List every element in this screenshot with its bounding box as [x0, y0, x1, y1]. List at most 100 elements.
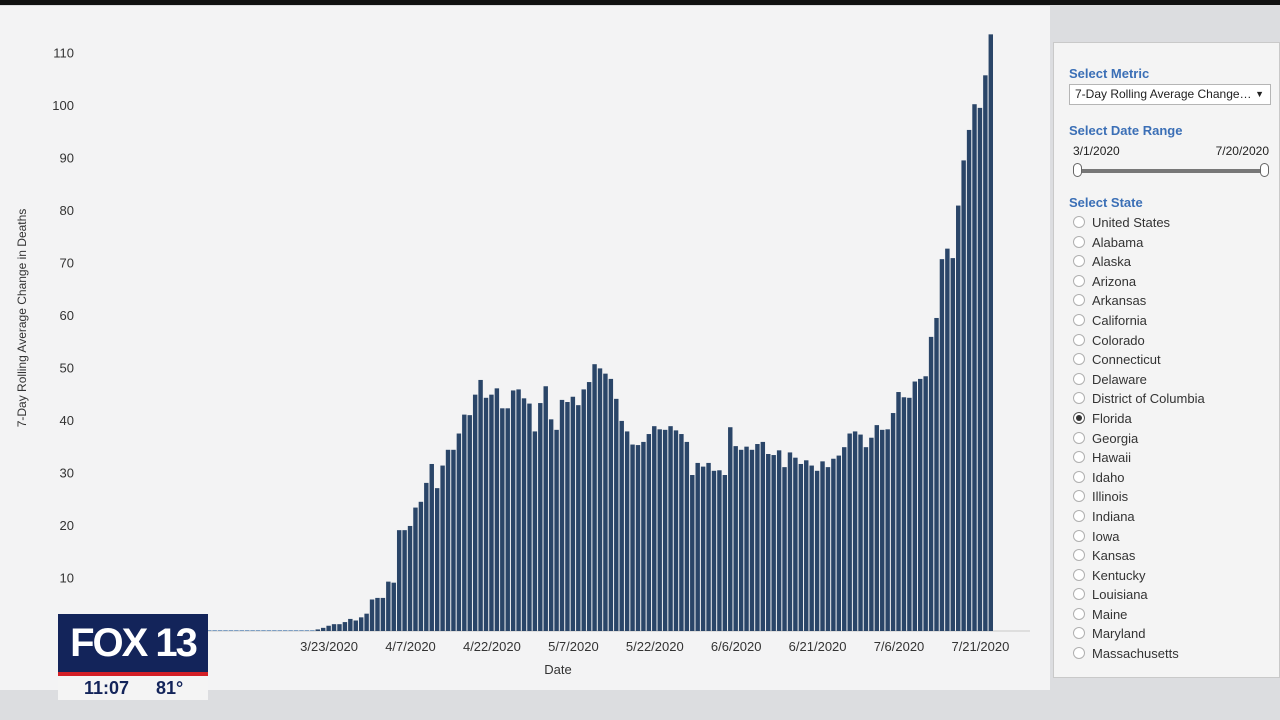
bar[interactable] [880, 429, 885, 631]
radio-button[interactable] [1073, 549, 1085, 562]
radio-button[interactable] [1073, 627, 1085, 640]
bar[interactable] [559, 399, 565, 631]
bar[interactable] [386, 581, 391, 631]
date-range-start-handle[interactable] [1073, 163, 1082, 177]
bar[interactable] [538, 403, 543, 631]
bar[interactable] [272, 630, 277, 631]
radio-button[interactable] [1073, 216, 1085, 228]
bar[interactable] [494, 388, 500, 631]
bar[interactable] [662, 429, 668, 631]
bar[interactable] [668, 426, 673, 631]
bar[interactable] [983, 75, 988, 631]
bar[interactable] [717, 470, 722, 631]
bar[interactable] [793, 457, 798, 631]
bar[interactable] [646, 434, 652, 631]
bar[interactable] [282, 630, 288, 631]
bar[interactable] [706, 462, 711, 631]
bar[interactable] [348, 618, 353, 631]
bar[interactable] [608, 378, 614, 631]
date-range-slider-track[interactable] [1076, 169, 1264, 173]
bar[interactable] [907, 397, 912, 631]
radio-button[interactable] [1073, 294, 1085, 307]
radio-button[interactable] [1073, 431, 1085, 444]
radio-button[interactable] [1073, 470, 1085, 483]
bar[interactable] [391, 582, 396, 631]
bar[interactable] [885, 429, 890, 631]
bar[interactable] [586, 382, 592, 631]
bar[interactable] [358, 617, 364, 631]
bar[interactable] [565, 402, 570, 631]
bar[interactable] [722, 475, 728, 631]
bar[interactable] [429, 463, 434, 631]
bar[interactable] [364, 613, 369, 631]
radio-button[interactable] [1073, 353, 1085, 366]
bar[interactable] [684, 441, 690, 631]
bar[interactable] [369, 599, 375, 631]
radio-button[interactable] [1073, 607, 1085, 620]
bar[interactable] [847, 433, 852, 631]
bar[interactable] [234, 630, 239, 631]
bar[interactable] [918, 378, 923, 631]
bar[interactable] [402, 530, 407, 631]
bar[interactable] [956, 205, 961, 631]
bar[interactable] [673, 430, 679, 631]
bar[interactable] [315, 629, 320, 631]
bar[interactable] [570, 396, 576, 631]
bar[interactable] [700, 466, 706, 631]
bar[interactable] [657, 429, 662, 631]
radio-button[interactable] [1073, 274, 1085, 287]
bar[interactable] [543, 386, 548, 631]
bar[interactable] [782, 467, 787, 631]
bar[interactable] [261, 630, 266, 631]
bar[interactable] [831, 458, 836, 631]
bar[interactable] [603, 373, 608, 631]
radio-button[interactable] [1073, 588, 1085, 601]
bar[interactable] [755, 444, 760, 631]
bar[interactable] [641, 441, 646, 631]
bar[interactable] [445, 449, 451, 631]
bar[interactable] [424, 482, 429, 631]
bar[interactable] [375, 597, 380, 631]
bar[interactable] [250, 630, 255, 631]
bar[interactable] [331, 624, 337, 631]
bar[interactable] [690, 475, 695, 631]
radio-button[interactable] [1073, 333, 1085, 346]
bar[interactable] [212, 630, 217, 631]
bar[interactable] [554, 429, 559, 631]
bar[interactable] [749, 449, 755, 631]
bar[interactable] [972, 104, 977, 631]
bar[interactable] [532, 431, 538, 631]
radio-button[interactable] [1073, 568, 1085, 581]
bar[interactable] [288, 630, 293, 631]
bar[interactable] [467, 415, 472, 631]
bar[interactable] [901, 397, 907, 631]
bar[interactable] [988, 34, 993, 632]
bar[interactable] [744, 446, 749, 631]
bar[interactable] [928, 336, 934, 631]
bar[interactable] [939, 259, 945, 631]
bar[interactable] [977, 107, 983, 631]
radio-button[interactable] [1073, 647, 1085, 660]
bar[interactable] [760, 441, 766, 631]
radio-button[interactable] [1073, 235, 1085, 248]
bar[interactable] [852, 431, 858, 631]
bar[interactable] [836, 455, 842, 631]
bar[interactable] [890, 413, 896, 631]
bar[interactable] [489, 394, 494, 631]
bar[interactable] [239, 630, 244, 631]
bar[interactable] [950, 258, 956, 631]
bar[interactable] [521, 398, 527, 631]
radio-button[interactable] [1073, 392, 1085, 405]
bar[interactable] [863, 447, 869, 631]
bar[interactable] [462, 414, 467, 631]
bar[interactable] [277, 630, 282, 631]
radio-button[interactable] [1073, 313, 1085, 326]
bar[interactable] [652, 426, 657, 631]
bar[interactable] [472, 394, 478, 631]
radio-button[interactable] [1073, 372, 1085, 385]
bar[interactable] [293, 630, 299, 631]
bar[interactable] [923, 376, 928, 631]
bar[interactable] [630, 444, 635, 631]
bar[interactable] [804, 460, 809, 631]
bar[interactable] [244, 630, 250, 631]
